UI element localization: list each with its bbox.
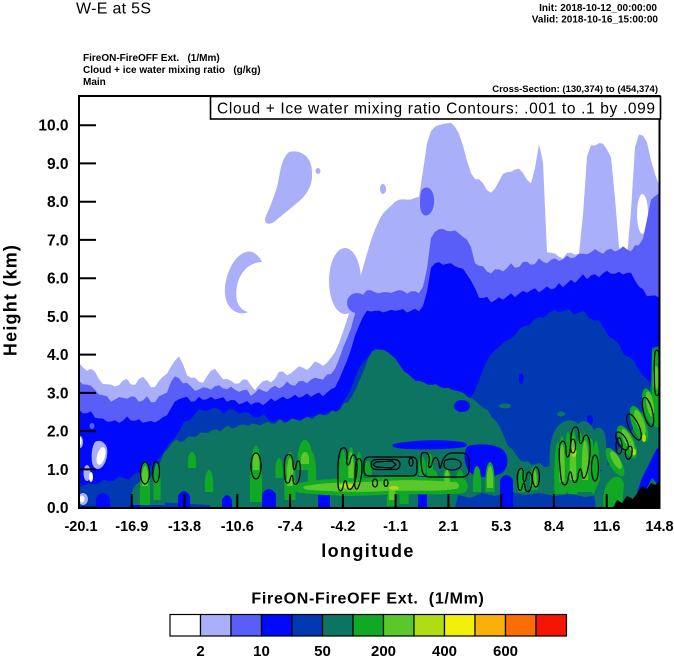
svg-text:0.0: 0.0 <box>47 500 69 517</box>
svg-text:600: 600 <box>493 643 518 660</box>
svg-text:W-E at 5S: W-E at 5S <box>76 1 151 18</box>
svg-text:Height (km): Height (km) <box>0 244 20 356</box>
svg-text:2.0: 2.0 <box>47 424 69 441</box>
svg-text:9.0: 9.0 <box>47 156 69 173</box>
svg-text:Cross-Section: (130,374) to (4: Cross-Section: (130,374) to (454,374) <box>492 84 658 95</box>
svg-text:200: 200 <box>371 643 396 660</box>
svg-text:6.0: 6.0 <box>47 271 69 288</box>
svg-text:FireON-FireOFF Ext. (1/Mm): FireON-FireOFF Ext. (1/Mm) <box>251 591 484 608</box>
svg-text:1.0: 1.0 <box>47 462 69 479</box>
svg-text:longitude: longitude <box>321 541 415 561</box>
svg-text:-16.9: -16.9 <box>115 519 148 535</box>
svg-text:-4.2: -4.2 <box>330 519 355 535</box>
svg-text:2.1: 2.1 <box>438 519 458 535</box>
svg-text:FireON-FireOFF Ext. (1/Mm): FireON-FireOFF Ext. (1/Mm) <box>83 53 220 64</box>
svg-text:3.0: 3.0 <box>47 385 69 402</box>
svg-text:10: 10 <box>253 643 270 660</box>
svg-text:4.0: 4.0 <box>47 347 69 364</box>
svg-text:5.0: 5.0 <box>47 309 69 326</box>
svg-text:10.0: 10.0 <box>38 118 68 135</box>
svg-text:8.4: 8.4 <box>544 519 564 535</box>
svg-text:Init: 2018-10-12_00:00:00: Init: 2018-10-12_00:00:00 <box>539 3 657 14</box>
svg-text:400: 400 <box>432 643 457 660</box>
svg-text:Cloud + ice water mixing ratio: Cloud + ice water mixing ratio (g/kg) <box>83 65 261 76</box>
svg-text:50: 50 <box>314 643 331 660</box>
svg-text:Valid: 2018-10-16_15:00:00: Valid: 2018-10-16_15:00:00 <box>532 15 659 26</box>
svg-text:Cloud + Ice water mixing ratio: Cloud + Ice water mixing ratio Contours:… <box>217 101 655 118</box>
svg-text:7.0: 7.0 <box>47 232 69 249</box>
svg-text:-1.1: -1.1 <box>383 519 408 535</box>
svg-text:-10.6: -10.6 <box>221 519 254 535</box>
svg-text:-20.1: -20.1 <box>64 519 97 535</box>
svg-text:14.8: 14.8 <box>645 519 673 535</box>
svg-text:2: 2 <box>196 643 204 660</box>
svg-text:8.0: 8.0 <box>47 194 69 211</box>
svg-text:Main: Main <box>83 77 106 88</box>
svg-text:5.3: 5.3 <box>491 519 511 535</box>
svg-text:-7.4: -7.4 <box>278 519 303 535</box>
svg-text:11.6: 11.6 <box>593 519 620 535</box>
svg-text:-13.8: -13.8 <box>168 519 201 535</box>
